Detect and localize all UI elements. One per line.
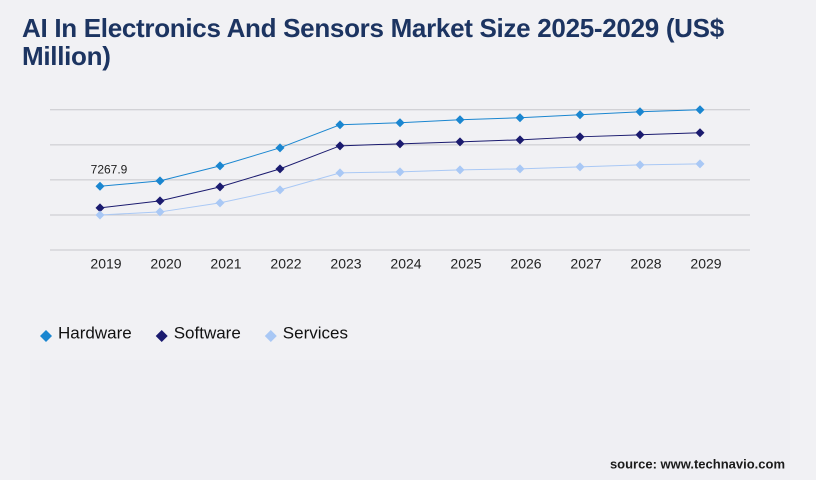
x-tick-label: 2024 xyxy=(390,256,421,272)
data-point xyxy=(635,160,645,170)
data-point xyxy=(215,161,225,171)
data-point xyxy=(395,118,405,128)
data-point xyxy=(335,168,345,178)
data-point xyxy=(155,207,165,217)
data-point xyxy=(275,143,285,153)
data-point xyxy=(575,162,585,172)
data-point xyxy=(635,107,645,117)
source: source: www.technavio.com xyxy=(610,456,785,471)
data-point xyxy=(335,141,345,151)
data-point xyxy=(335,120,345,130)
data-point xyxy=(695,159,705,169)
legend-marker xyxy=(264,330,277,342)
data-point xyxy=(155,196,165,206)
data-point xyxy=(395,167,405,177)
chart-title: AI In Electronics And Sensors Market Siz… xyxy=(22,13,724,71)
x-tick-label: 2019 xyxy=(90,256,121,272)
data-point xyxy=(575,132,585,142)
data-point xyxy=(95,210,105,220)
data-point xyxy=(155,176,165,186)
x-tick-label: 2027 xyxy=(570,256,601,272)
data-point xyxy=(275,185,285,195)
data-point xyxy=(95,181,105,191)
x-tick-label: 2029 xyxy=(690,256,721,272)
legend-marker xyxy=(155,330,168,342)
data-point xyxy=(635,130,645,140)
legend-label: Services xyxy=(283,323,348,342)
legend-label: Hardware xyxy=(58,323,132,342)
data-point xyxy=(515,135,525,145)
data-point xyxy=(515,164,525,174)
data-point xyxy=(275,164,285,174)
data-point xyxy=(515,113,525,123)
x-tick-label: 2025 xyxy=(450,256,481,272)
data-point xyxy=(395,139,405,149)
x-tick-label: 2021 xyxy=(210,256,241,272)
x-tick-label: 2023 xyxy=(330,256,361,272)
data-point xyxy=(455,115,465,125)
legend-marker xyxy=(40,330,52,342)
data-point xyxy=(95,203,105,213)
data-point xyxy=(695,105,705,115)
data-point xyxy=(215,182,225,192)
data-point xyxy=(695,128,705,138)
data-point xyxy=(455,165,465,175)
data-point xyxy=(455,137,465,147)
value-label: 7267.9 xyxy=(91,162,128,176)
panel xyxy=(30,360,790,480)
legend-label: Software xyxy=(174,323,241,342)
x-tick-label: 2026 xyxy=(510,256,541,272)
x-tick-label: 2028 xyxy=(630,256,661,272)
x-tick-label: 2020 xyxy=(150,256,181,272)
x-tick-label: 2022 xyxy=(270,256,301,272)
data-point xyxy=(215,198,225,208)
data-point xyxy=(575,110,585,120)
